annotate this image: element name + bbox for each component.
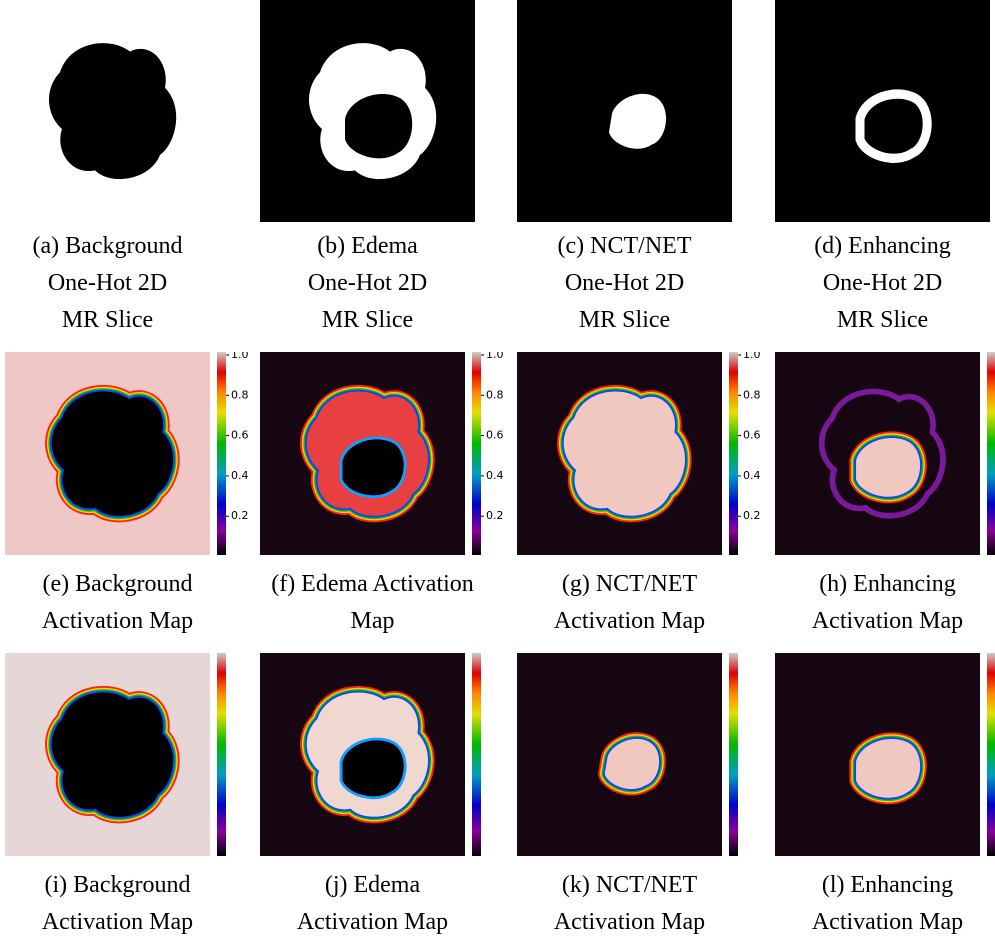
panel-image: 0.20.40.60.81.0 [5,653,255,860]
colorbar-tick-label: 0.6 [231,429,249,442]
image-content [517,352,722,555]
caption-line: (l) Enhancing [763,867,995,904]
caption-line: One-Hot 2D [500,265,750,302]
activation-core [564,391,685,515]
image-content [260,0,475,222]
panel-image [0,0,215,226]
image-content [5,653,210,856]
colorbar-tick-label: 0.2 [486,509,504,522]
caption-line: Activation Map [763,904,995,936]
colorbar [472,352,481,555]
panel-image [775,0,990,226]
panel-image: 0.2 0.4 0.6 0.8 1.0 [260,352,510,559]
colorbar-tick-label: 0.4 [486,469,504,482]
caption-line: Map [248,603,498,640]
panel-image: 0.20.40.60.81.0 [260,653,510,860]
activation-hole [341,739,405,798]
panel-image: 0.2 0.4 0.6 0.8 1.0 [517,352,767,559]
image-content [0,0,215,222]
caption-line: MR Slice [243,302,493,339]
caption-line: (g) NCT/NET [505,566,755,603]
colorbar-tick-label: 0.8 [743,388,761,401]
panel-image: 0.20.40.60.81.0 [775,653,995,860]
caption-line: (i) Background [0,867,243,904]
colorbar-tick-label: 1.0 [231,352,249,361]
activation-core [52,692,173,816]
caption-line: MR Slice [0,302,233,339]
figure: (a) BackgroundOne-Hot 2DMR Slice(b) Edem… [0,0,995,936]
caption-line: Activation Map [505,904,755,936]
colorbar-tick-label: 0.8 [486,388,504,401]
panel-image: 0.2 0.4 0.6 0.8 1.0 [5,352,255,559]
colorbar-tick-label: 0.6 [743,429,761,442]
caption-line: (d) Enhancing [758,228,995,265]
colorbar-tick-label: 1.0 [743,352,761,361]
image-content [517,0,732,222]
colorbar-tick-label: 0.2 [231,509,249,522]
caption-line: (b) Edema [243,228,493,265]
caption-line: Activation Map [505,603,755,640]
caption-line: (f) Edema Activation [248,566,498,603]
colorbar [217,653,226,856]
image-content [260,653,465,856]
colorbar [987,352,995,555]
caption-line: One-Hot 2D [243,265,493,302]
colorbar-tick-label: 0.2 [743,509,761,522]
colorbar [217,352,226,555]
image-background [775,0,990,222]
caption-line: One-Hot 2D [0,265,233,302]
image-content [775,352,980,555]
activation-core [856,438,920,497]
colorbar [729,653,738,856]
caption-line: MR Slice [758,302,995,339]
activation-core [856,739,920,798]
activation-core [52,391,173,515]
caption-line: (h) Enhancing [763,566,995,603]
caption-line: (j) Edema [248,867,498,904]
caption-line: One-Hot 2D [758,265,995,302]
panel-image [517,0,732,226]
colorbar [472,653,481,856]
colorbar-tick-label: 0.6 [486,429,504,442]
panel-image [260,0,475,226]
caption-line: Activation Map [248,904,498,936]
image-content [775,0,990,222]
caption-line: Activation Map [0,904,243,936]
mask [49,43,176,179]
panel-image: 0.20.40.60.81.0 [775,352,995,559]
caption-line: (k) NCT/NET [505,867,755,904]
colorbar-tick-label: 1.0 [486,352,504,361]
panel-image: 0.20.40.60.81.0 [517,653,767,860]
colorbar-tick-label: 0.4 [231,469,249,482]
caption-line: MR Slice [500,302,750,339]
colorbar [987,653,995,856]
image-content [260,352,465,555]
colorbar [729,352,738,555]
image-content [5,352,210,555]
colorbar-tick-label: 0.8 [231,388,249,401]
image-content [775,653,980,856]
image-content [517,653,722,856]
caption-line: (e) Background [0,566,243,603]
mask-hole [345,94,412,158]
caption-line: Activation Map [763,603,995,640]
colorbar-tick-label: 0.4 [743,469,761,482]
caption-line: (a) Background [0,228,233,265]
activation-hole [341,438,405,497]
caption-line: Activation Map [0,603,243,640]
caption-line: (c) NCT/NET [500,228,750,265]
